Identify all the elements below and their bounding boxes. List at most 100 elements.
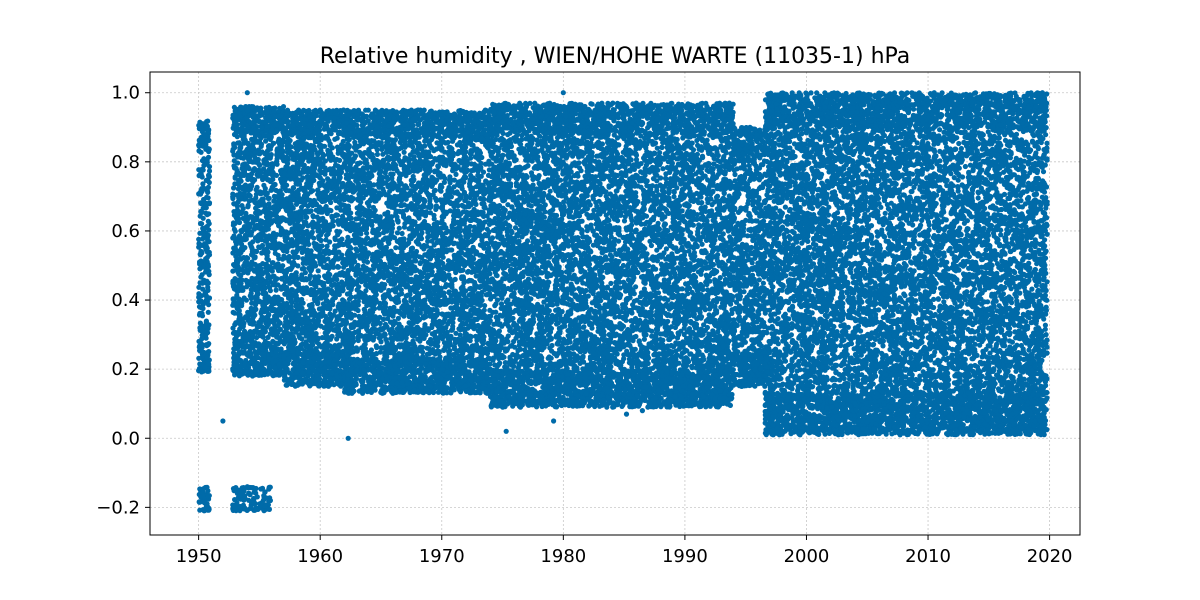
data-point: [272, 344, 278, 350]
data-point: [288, 237, 294, 243]
data-point: [310, 219, 316, 225]
data-point: [285, 332, 291, 338]
data-point: [266, 506, 272, 512]
data-point: [262, 503, 268, 509]
data-point: [266, 104, 272, 110]
chart-title: Relative humidity , WIEN/HOHE WARTE (110…: [320, 44, 911, 69]
data-point: [232, 368, 238, 374]
data-point: [199, 369, 205, 375]
data-point: [301, 229, 307, 235]
data-point: [237, 113, 243, 119]
data-point: [333, 353, 339, 359]
data-point: [304, 128, 310, 134]
data-point: [332, 308, 338, 314]
data-point: [281, 216, 287, 222]
data-point: [310, 365, 316, 371]
data-point: [316, 274, 322, 280]
data-point: [325, 270, 331, 276]
data-point: [197, 213, 203, 219]
data-point: [264, 123, 270, 129]
data-point: [327, 376, 333, 382]
data-point: [293, 329, 299, 335]
data-point: [245, 164, 251, 170]
data-point: [304, 214, 310, 220]
data-point: [254, 235, 260, 241]
data-point: [309, 303, 315, 309]
data-point: [267, 296, 273, 302]
data-point: [321, 383, 327, 389]
data-point: [249, 146, 256, 152]
data-point: [231, 298, 237, 304]
data-point: [325, 135, 331, 141]
data-point: [205, 232, 211, 238]
data-point: [283, 326, 289, 332]
data-point: [301, 219, 307, 225]
data-point: [233, 253, 239, 259]
data-point: [204, 119, 210, 125]
data-point: [284, 154, 290, 160]
data-point: [289, 378, 295, 384]
data-point: [242, 260, 248, 266]
data-point: [283, 308, 289, 314]
data-point: [260, 291, 266, 297]
data-point: [252, 158, 258, 164]
data-point: [327, 239, 333, 245]
data-point: [291, 275, 297, 282]
data-point: [293, 370, 300, 376]
data-point: [298, 125, 304, 132]
data-point: [245, 370, 251, 376]
data-point: [239, 342, 245, 349]
data-point: [325, 256, 331, 262]
data-point: [334, 185, 340, 191]
data-point: [301, 107, 307, 113]
data-point: [242, 360, 248, 366]
data-point: [204, 254, 210, 260]
data-point: [196, 148, 202, 154]
data-point: [205, 309, 211, 315]
data-point: [241, 224, 248, 230]
data-point: [289, 320, 295, 326]
data-point: [235, 329, 241, 335]
data-point: [232, 310, 238, 316]
data-point: [206, 164, 213, 170]
data-point: [305, 169, 311, 175]
data-point: [233, 165, 239, 171]
data-point: [254, 184, 260, 190]
data-point: [307, 377, 314, 383]
data-point: [306, 122, 313, 128]
data-point: [335, 163, 341, 169]
data-point: [302, 116, 308, 123]
data-point: [323, 297, 329, 303]
data-point: [333, 328, 339, 334]
data-point: [244, 108, 250, 114]
data-point: [322, 165, 328, 171]
data-point: [262, 338, 268, 344]
data-point: [299, 381, 305, 387]
data-point: [306, 369, 312, 375]
data-point: [277, 113, 283, 119]
data-point: [316, 280, 322, 286]
data-point: [292, 233, 298, 239]
data-point: [264, 246, 270, 252]
data-point: [246, 176, 252, 182]
data-point: [205, 488, 211, 494]
data-point: [309, 152, 315, 158]
data-point: [254, 494, 260, 500]
data-point: [253, 369, 259, 375]
data-point: [235, 259, 241, 265]
data-point: [262, 315, 268, 321]
data-point: [242, 493, 248, 499]
data-point: [302, 341, 308, 347]
data-point: [230, 325, 236, 331]
data-point: [308, 346, 314, 352]
data-point: [331, 190, 337, 197]
data-point: [274, 317, 280, 323]
data-point: [248, 120, 254, 126]
data-point: [273, 349, 279, 355]
data-point: [272, 114, 279, 120]
data-point: [203, 144, 209, 150]
data-point: [328, 171, 335, 177]
data-point: [263, 138, 269, 144]
data-point: [256, 324, 262, 330]
data-point: [281, 377, 287, 383]
